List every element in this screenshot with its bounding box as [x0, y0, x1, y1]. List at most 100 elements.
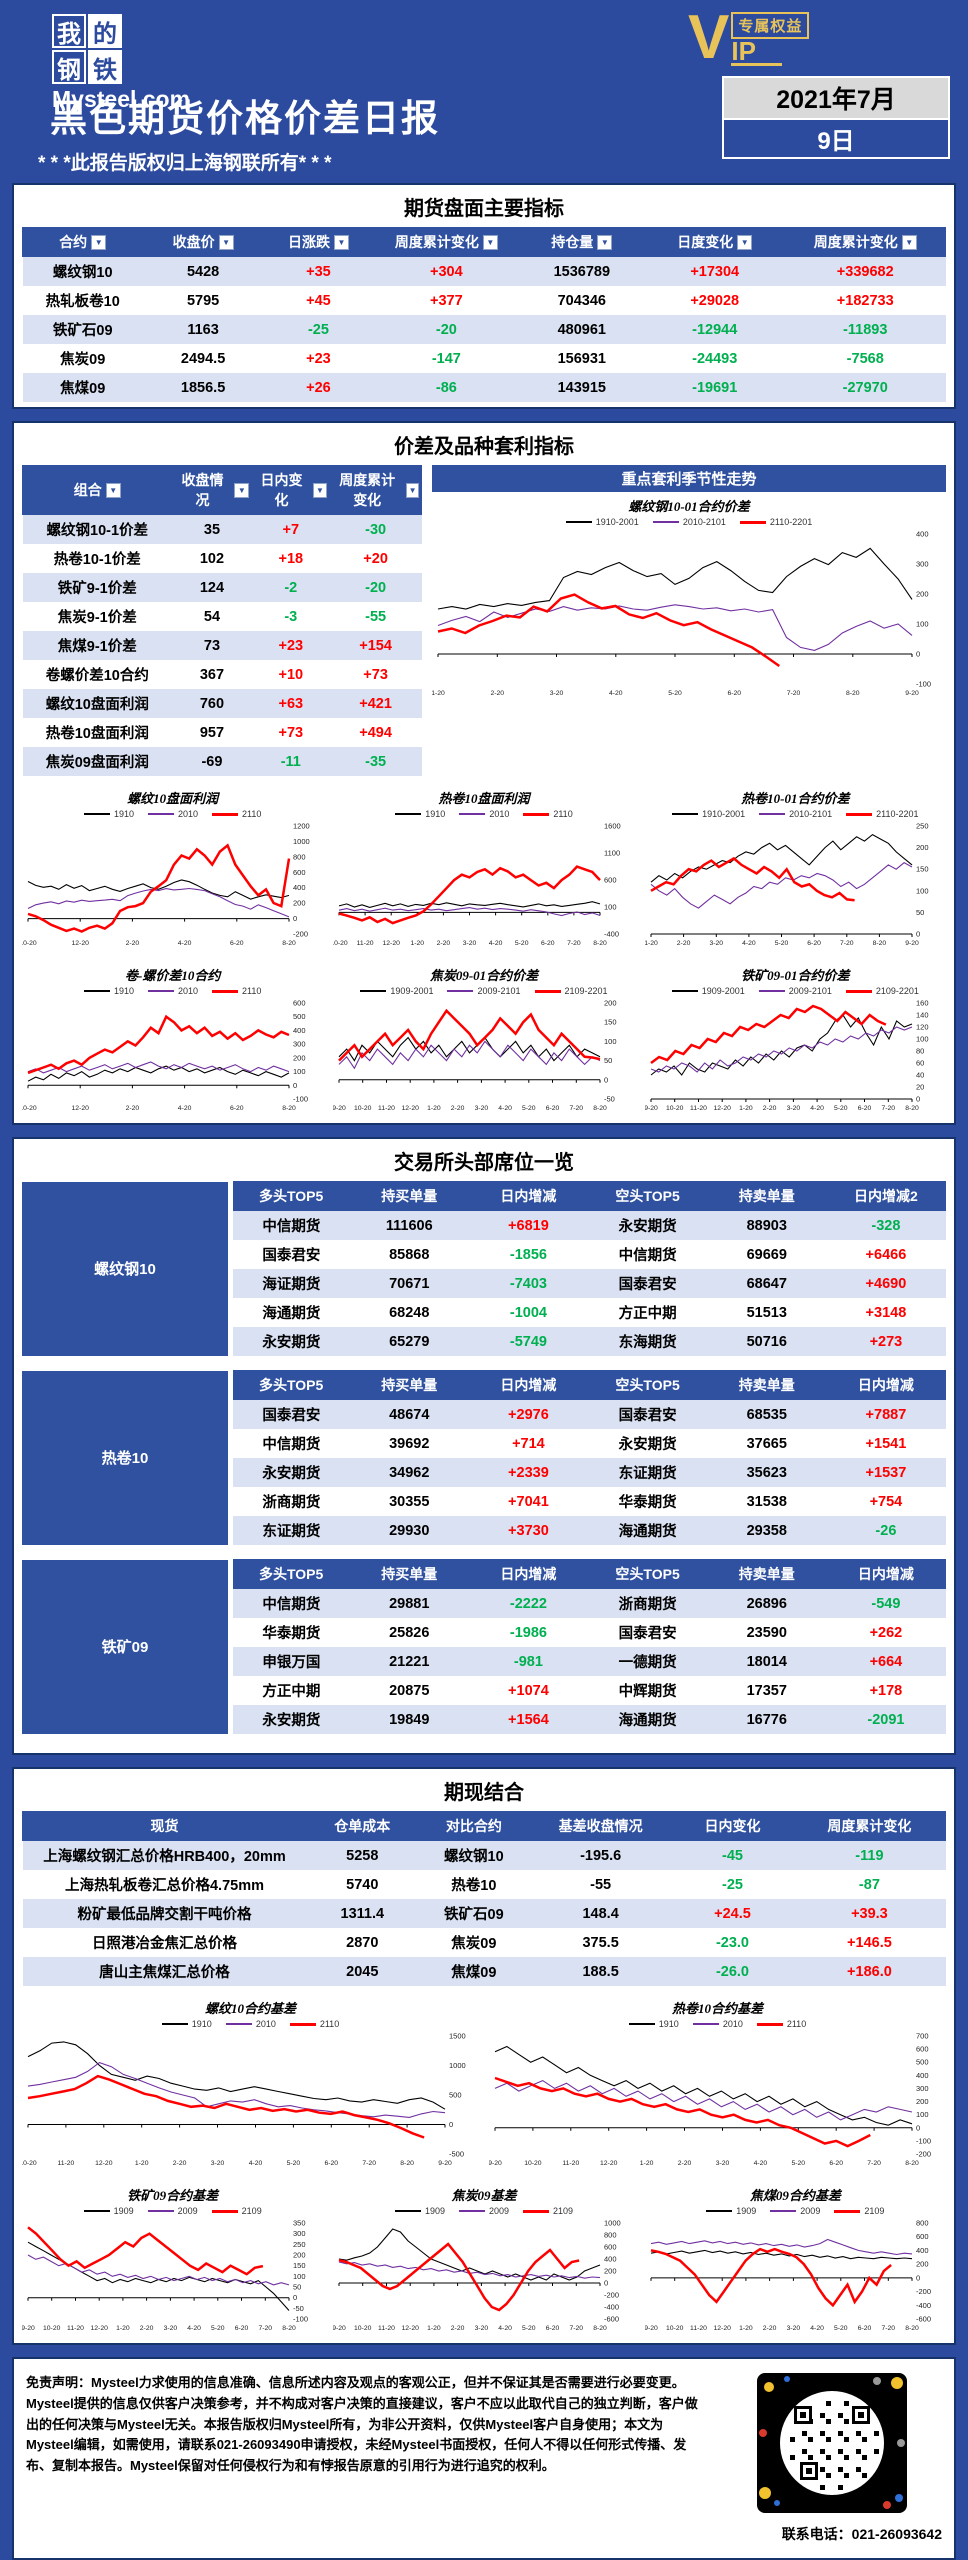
svg-text:12-20: 12-20: [95, 2160, 113, 2167]
table-cell: +1541: [865, 1435, 907, 1452]
svg-text:1-20: 1-20: [116, 2325, 130, 2332]
filter-dropdown-icon[interactable]: ▼: [218, 234, 234, 250]
filter-dropdown-icon[interactable]: ▼: [312, 482, 328, 498]
table-cell: 焦煤09: [22, 373, 143, 402]
table-cell: 华泰期货: [262, 1626, 321, 1642]
filter-dropdown-icon[interactable]: ▼: [482, 234, 498, 250]
legend-item: 1910-2001: [672, 809, 745, 819]
qr-block: 联系电话：021-26093642: [722, 2373, 942, 2544]
legend-item: 1909: [706, 2206, 756, 2216]
svg-text:-200: -200: [604, 2291, 619, 2300]
logo-char: 铁: [88, 50, 122, 84]
logo-char: 钢: [52, 50, 86, 84]
table-cell: +20: [363, 550, 388, 567]
svg-text:3-20: 3-20: [211, 2160, 225, 2167]
svg-text:0: 0: [293, 1081, 297, 1090]
table-cell: 永安期货: [230, 1458, 350, 1487]
svg-text:-400: -400: [604, 930, 619, 939]
spread-table: 组合 ▼ 收盘情况 ▼ 日内变化 ▼ 周度累计变化 ▼ 螺纹钢10-1价差 35 +7 -30 热卷10…: [22, 465, 422, 776]
svg-text:100: 100: [916, 1035, 929, 1044]
column-header: 日内增减: [468, 1559, 589, 1589]
filter-dropdown-icon[interactable]: ▼: [234, 482, 250, 498]
filter-dropdown-icon[interactable]: ▼: [597, 234, 613, 250]
column-header: 多头TOP5: [230, 1181, 351, 1211]
svg-text:3-20: 3-20: [709, 940, 723, 947]
section-title-basis: 期现结合: [444, 1782, 524, 1804]
table-cell: +182733: [836, 292, 894, 309]
column-header: 空头TOP5: [587, 1559, 708, 1589]
table-cell: +664: [826, 1647, 946, 1676]
svg-text:8-20: 8-20: [905, 2325, 919, 2332]
svg-text:50: 50: [916, 908, 924, 917]
svg-text:1-20: 1-20: [739, 1105, 753, 1112]
table-cell: +339682: [784, 256, 946, 286]
svg-text:10-20: 10-20: [666, 2325, 684, 2332]
chart-io-09-01-spread: 铁矿09-01合约价差 1909-2001 2009-2101 2109-2201 16…: [644, 963, 946, 1118]
table-cell: 螺纹钢10: [418, 1840, 530, 1870]
table-cell: 25826: [389, 1624, 430, 1641]
svg-text:9-20: 9-20: [905, 690, 919, 697]
svg-text:7-20: 7-20: [867, 2160, 881, 2167]
svg-text:4-20: 4-20: [178, 940, 192, 947]
table-cell: +6819: [468, 1210, 588, 1240]
svg-text:350: 350: [293, 2219, 306, 2228]
table-cell: 焦煤09: [418, 1957, 530, 1986]
table-cell: -3: [284, 608, 298, 625]
table-cell: 68535: [707, 1399, 827, 1429]
table-cell: -23.0: [715, 1934, 749, 1951]
filter-dropdown-icon[interactable]: ▼: [406, 482, 419, 498]
table-cell: 957: [199, 724, 225, 741]
chart-title: 螺纹钢10-01合约价差: [628, 499, 750, 514]
table-cell: 1311.4: [306, 1899, 419, 1928]
svg-text:2-20: 2-20: [676, 940, 690, 947]
column-header: 收盘价 ▼: [142, 227, 264, 257]
filter-dropdown-icon[interactable]: ▼: [333, 234, 349, 250]
filter-dropdown-icon[interactable]: ▼: [901, 234, 917, 250]
filter-dropdown-icon[interactable]: ▼: [105, 482, 121, 498]
svg-text:4-20: 4-20: [742, 940, 756, 947]
filter-dropdown-icon[interactable]: ▼: [91, 234, 107, 250]
svg-text:2-20: 2-20: [173, 2160, 187, 2167]
table-cell: 5428: [142, 256, 264, 286]
svg-text:4-20: 4-20: [810, 2325, 824, 2332]
table-row: 焦炭09盘面利润 -69 -11 -35: [22, 747, 422, 776]
table-cell: +146.5: [847, 1934, 892, 1951]
table-cell: 704346: [557, 292, 606, 309]
svg-text:4-20: 4-20: [499, 2325, 513, 2332]
svg-text:2-20: 2-20: [126, 1105, 140, 1112]
table-cell: 浙商期货: [262, 1495, 321, 1511]
table-cell: 21221: [349, 1647, 469, 1676]
svg-text:-50: -50: [604, 1095, 615, 1104]
table-cell: 375.5: [582, 1934, 619, 1951]
svg-text:4-20: 4-20: [810, 1105, 824, 1112]
svg-text:100: 100: [916, 2110, 929, 2119]
report-title: 黑色期货价格价差日报: [50, 98, 440, 139]
svg-text:1200: 1200: [293, 822, 310, 831]
table-cell: +3730: [468, 1516, 588, 1545]
table-cell: 焦炭09盘面利润: [22, 747, 173, 776]
svg-text:10-20: 10-20: [524, 2160, 542, 2167]
table-cell: +714: [512, 1435, 545, 1452]
positions-blocks: 螺纹钢10 多头TOP5 持买单量 日内增减 空头TOP5 持卖单量 日内增减2 中信期货 11…: [22, 1181, 947, 1734]
svg-text:1-20: 1-20: [411, 940, 425, 947]
filter-dropdown-icon[interactable]: ▼: [737, 234, 753, 250]
chart-title: 焦炭09-01合约价差: [429, 968, 539, 983]
table-cell: 热卷10-1价差: [53, 552, 141, 568]
table-row: 方正中期 20875 +1074 中辉期货 17357 +178: [22, 1676, 946, 1705]
svg-text:2-20: 2-20: [490, 690, 504, 697]
table-cell: +17304: [644, 256, 785, 286]
table-cell: +7887: [826, 1399, 946, 1429]
table-cell: 焦炭9-1价差: [57, 610, 137, 626]
basis-table: 现货 仓单成本 对比合约 基差收盘情况 日内变化 周度累计变化 上海螺纹钢汇总价格HRB40…: [22, 1811, 947, 1986]
table-cell: 39692: [389, 1435, 430, 1452]
svg-text:300: 300: [916, 560, 929, 569]
svg-text:4-20: 4-20: [609, 690, 623, 697]
chart-plot-area: 1000 800 600 400 200 0 -200 -400 -600 9-20 10-20 11…: [333, 2219, 621, 2333]
svg-text:1000: 1000: [293, 837, 310, 846]
chart-title: 热卷10盘面利润: [438, 791, 530, 806]
svg-text:8-20: 8-20: [400, 2160, 414, 2167]
table-row: 螺纹10盘面利润 760 +63 +421: [22, 689, 422, 718]
table-cell: +494: [359, 724, 392, 741]
svg-text:11-20: 11-20: [690, 1105, 707, 1112]
